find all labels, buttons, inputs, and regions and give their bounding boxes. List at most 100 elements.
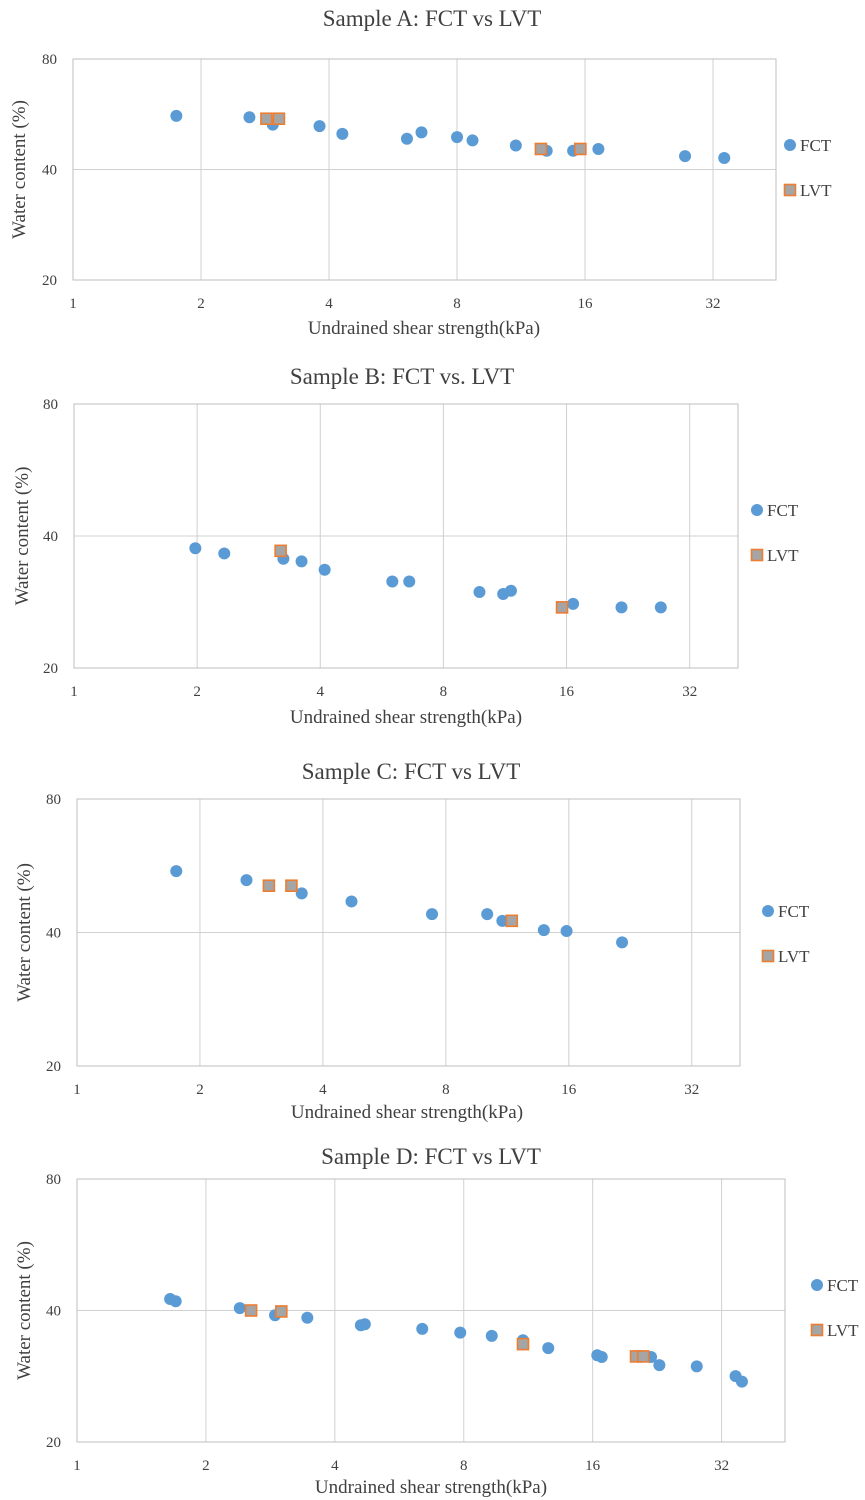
chart-b-y-tick-label: 20 [43, 661, 58, 677]
chart-b-x-tick-label: 4 [317, 684, 325, 700]
chart-a-x-tick-label: 32 [706, 296, 721, 312]
chart-d-fct-point [542, 1342, 555, 1355]
chart-c-fct-point [170, 865, 183, 878]
chart-b-x-tick-label: 8 [440, 684, 448, 700]
chart-d-lvt-point [516, 1337, 530, 1351]
chart-b-fct-point [295, 555, 308, 568]
chart-c-y-axis-label: Water content (%) [14, 863, 35, 1002]
chart-b-svg: Sample B: FCT vs. LVT 1 2 4 8 16 32 20 40 80 Undra… [12, 364, 799, 728]
chart-panel-a: Sample A: FCT vs LVT 1 2 4 8 16 32 20 40 80 Undrai… [0, 0, 865, 360]
chart-c-x-tick-label: 8 [442, 1082, 450, 1098]
chart-b-x-tick-label: 1 [70, 684, 78, 700]
chart-c-x-tick-label: 2 [196, 1082, 204, 1098]
chart-b-legend-fct-label: FCT [767, 501, 799, 520]
chart-c-svg: Sample C: FCT vs LVT 1 2 4 8 16 32 20 40 80 Undrai… [14, 759, 810, 1123]
chart-d-x-tick-label: 1 [73, 1458, 81, 1474]
chart-a-fct-point [243, 111, 256, 124]
chart-panel-d: Sample D: FCT vs LVT 1 2 4 8 16 32 20 40 80 Undrai… [0, 1138, 865, 1500]
chart-d-fct-point [169, 1295, 182, 1308]
chart-b-y-tick-label: 40 [43, 529, 58, 545]
chart-d-x-tick-label: 4 [331, 1458, 339, 1474]
chart-c-fct-point [616, 936, 629, 949]
chart-c-title: Sample C: FCT vs LVT [302, 759, 521, 784]
chart-a-fct-point [415, 126, 428, 139]
chart-c-legend-fct-label: FCT [778, 902, 810, 921]
chart-a-lvt-point [534, 142, 548, 156]
chart-a-x-tick-label: 4 [325, 296, 333, 312]
chart-d-y-axis-label: Water content (%) [14, 1241, 35, 1380]
chart-d-fct-point [454, 1326, 467, 1339]
chart-a-legend-lvt-label: LVT [800, 181, 832, 200]
chart-d-y-tick-label: 40 [46, 1304, 61, 1320]
chart-c-lvt-point [505, 914, 519, 928]
chart-c-y-tick-label: 20 [46, 1059, 61, 1075]
chart-b-y-axis-label: Water content (%) [12, 467, 33, 606]
chart-c-legend-lvt-marker [761, 949, 775, 963]
chart-a-fct-point [451, 131, 464, 144]
chart-d-fct-point [735, 1375, 748, 1388]
chart-c-x-axis-label: Undrained shear strength(kPa) [291, 1102, 523, 1123]
chart-a-lvt-point [272, 112, 286, 126]
chart-d-fct-point [233, 1302, 246, 1315]
chart-d-fct-point [301, 1311, 314, 1324]
chart-d-plot-frame [76, 1178, 786, 1443]
chart-a-fct-point [336, 127, 349, 140]
chart-b-fct-point [386, 575, 399, 588]
chart-c-y-tick-label: 40 [46, 926, 61, 942]
chart-c-y-tick-label: 80 [46, 792, 61, 808]
chart-b-plot-frame [73, 403, 739, 669]
chart-c-fct-point [345, 895, 358, 908]
chart-a-fct-point [679, 150, 692, 163]
chart-c-legend-fct-marker [762, 905, 774, 917]
chart-d-fct-point [690, 1360, 703, 1373]
chart-a-legend-lvt-marker [783, 183, 797, 197]
chart-a-x-tick-label: 16 [578, 296, 594, 312]
chart-a-legend-fct-label: FCT [800, 136, 832, 155]
chart-c-fct-point [295, 887, 308, 900]
chart-d-fct-point [416, 1322, 429, 1335]
chart-a-fct-point [170, 109, 183, 122]
chart-a-fct-point [509, 139, 522, 152]
chart-a-legend-fct-marker [784, 139, 796, 151]
chart-a-fct-point [400, 132, 413, 145]
chart-b-fct-point [403, 575, 416, 588]
chart-panel-b: Sample B: FCT vs. LVT 1 2 4 8 16 32 20 40 80 Undra… [0, 360, 865, 740]
chart-c-fct-point [537, 924, 550, 937]
chart-b-y-tick-label: 80 [43, 397, 58, 413]
chart-b-x-tick-label: 32 [682, 684, 697, 700]
chart-d-fct-point [358, 1318, 371, 1331]
chart-b-x-tick-label: 16 [559, 684, 575, 700]
chart-b-fct-point [615, 601, 628, 614]
chart-d-x-tick-label: 2 [202, 1458, 210, 1474]
chart-a-fct-point [718, 151, 731, 164]
chart-d-fct-point [595, 1351, 608, 1364]
chart-b-fct-point [504, 584, 517, 597]
chart-d-legend-fct-marker [811, 1279, 823, 1291]
chart-c-fct-point [240, 874, 253, 887]
chart-c-lvt-point [262, 879, 276, 893]
chart-d-legend-lvt-marker [810, 1323, 824, 1337]
chart-a-svg: Sample A: FCT vs LVT 1 2 4 8 16 32 20 40 80 Undrai… [9, 6, 832, 339]
chart-d-fct-point [485, 1329, 498, 1342]
chart-c-x-tick-label: 32 [684, 1082, 699, 1098]
chart-b-legend-lvt-marker [750, 548, 764, 562]
chart-a-y-axis-label: Water content (%) [9, 100, 30, 239]
chart-b-legend-lvt-label: LVT [767, 546, 799, 565]
chart-b-fct-point [218, 547, 231, 560]
chart-a-plot-frame [72, 58, 777, 281]
chart-a-y-tick-label: 40 [42, 163, 57, 179]
chart-c-fct-point [481, 908, 494, 921]
chart-a-y-tick-label: 80 [42, 52, 57, 68]
chart-b-title: Sample B: FCT vs. LVT [290, 364, 514, 389]
chart-a-lvt-point [260, 112, 273, 126]
chart-d-title: Sample D: FCT vs LVT [321, 1144, 541, 1169]
chart-c-fct-point [426, 908, 439, 921]
chart-b-fct-point [473, 586, 486, 599]
chart-d-x-tick-label: 8 [460, 1458, 468, 1474]
chart-a-title: Sample A: FCT vs LVT [323, 6, 542, 31]
chart-b-fct-point [189, 542, 202, 555]
chart-d-lvt-point [636, 1350, 650, 1363]
chart-d-y-tick-label: 20 [46, 1435, 61, 1451]
chart-panel-c: Sample C: FCT vs LVT 1 2 4 8 16 32 20 40 80 Undrai… [0, 755, 865, 1130]
chart-b-x-axis-label: Undrained shear strength(kPa) [290, 707, 522, 728]
